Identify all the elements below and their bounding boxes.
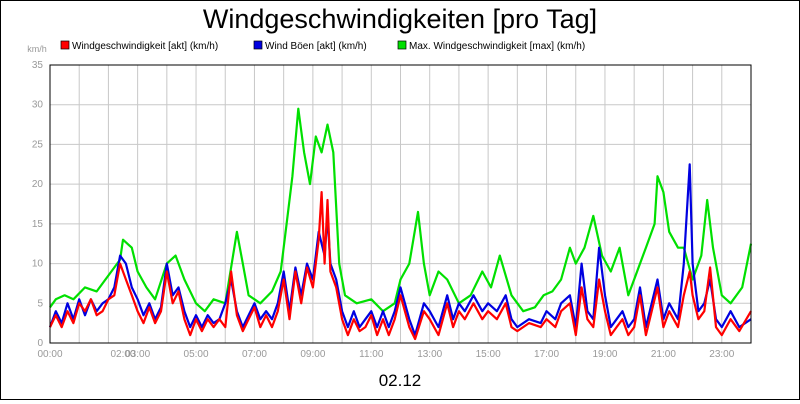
x-tick-label: 21:00	[651, 349, 676, 360]
x-tick-label: 19:00	[592, 349, 617, 360]
grid	[50, 65, 751, 343]
x-tick-label: 03:00	[125, 349, 150, 360]
y-axis-unit: km/h	[27, 44, 47, 54]
x-tick-label: 15:00	[476, 349, 501, 360]
series-line	[49, 107, 753, 313]
y-tick-label: 5	[37, 298, 43, 309]
y-tick-label: 0	[37, 338, 43, 349]
x-tick-label: 02:00	[111, 349, 136, 360]
series-line	[48, 163, 752, 337]
x-tick-label: 13:00	[417, 349, 442, 360]
date-label: 02.12	[379, 371, 422, 390]
x-tick-label: 17:00	[534, 349, 559, 360]
legend-label: Wind Böen [akt] (km/h)	[265, 41, 367, 52]
y-tick-label: 25	[32, 139, 44, 150]
x-tick-label: 05:00	[184, 349, 209, 360]
legend: Windgeschwindigkeit [akt] (km/h) Wind Böe…	[60, 40, 585, 52]
legend-label: Windgeschwindigkeit [akt] (km/h)	[72, 41, 218, 52]
series-line	[49, 191, 752, 341]
y-tick-label: 10	[32, 259, 44, 270]
chart-title: Windgeschwindigkeiten [pro Tag]	[203, 4, 597, 34]
x-tick-label: 00:00	[37, 349, 62, 360]
y-tick-label: 15	[32, 219, 44, 230]
plot-border	[49, 64, 752, 344]
series-group	[48, 107, 753, 341]
y-axis-ticks: 0 5 10 15 20 25 30 35	[32, 60, 44, 349]
legend-label: Max. Windgeschwindigkeit [max] (km/h)	[409, 41, 585, 52]
legend-swatch	[397, 40, 407, 50]
y-tick-label: 35	[32, 60, 44, 71]
y-tick-label: 20	[32, 179, 44, 190]
x-tick-label: 07:00	[242, 349, 267, 360]
y-tick-label: 30	[32, 100, 44, 111]
legend-swatch	[253, 40, 263, 50]
legend-swatch	[60, 40, 70, 50]
x-tick-label: 23:00	[709, 349, 734, 360]
x-tick-label: 09:00	[300, 349, 325, 360]
x-tick-label: 11:00	[359, 349, 384, 360]
